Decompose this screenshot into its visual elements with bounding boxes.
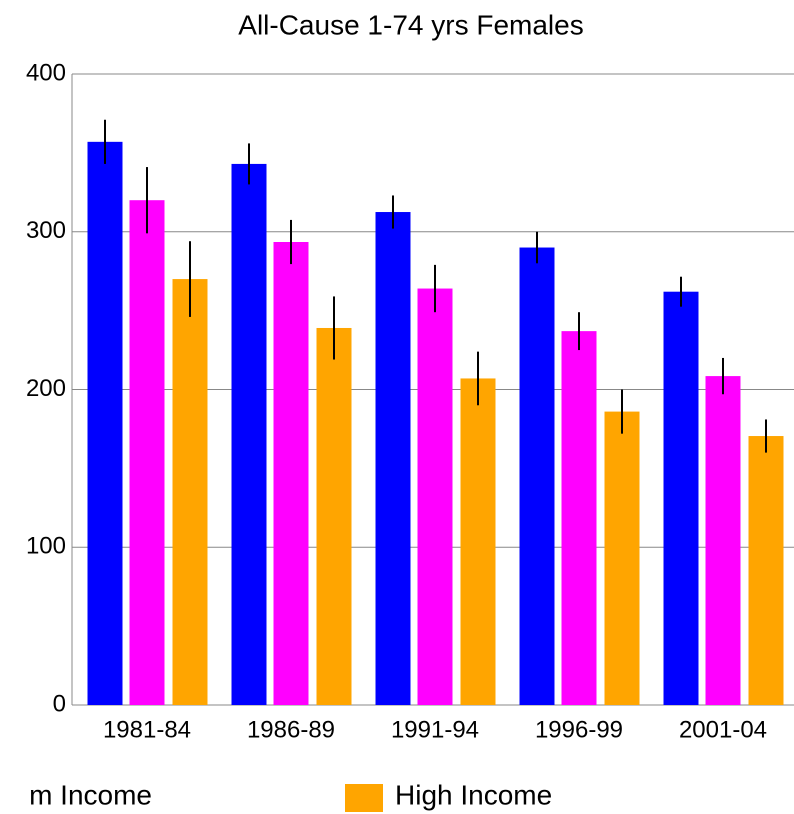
bar bbox=[87, 141, 123, 705]
x-tick-label: 2001-04 bbox=[679, 716, 767, 743]
bar bbox=[519, 247, 555, 705]
y-tick-label: 300 bbox=[26, 217, 66, 244]
chart-title: All-Cause 1-74 yrs Females bbox=[238, 9, 583, 40]
y-tick-label: 400 bbox=[26, 59, 66, 86]
bar bbox=[663, 291, 699, 705]
bar bbox=[316, 327, 352, 705]
legend-label: High Income bbox=[395, 779, 552, 810]
y-tick-label: 100 bbox=[26, 533, 66, 560]
bar bbox=[375, 212, 411, 705]
bar bbox=[231, 163, 267, 706]
legend-swatch bbox=[345, 784, 383, 812]
bar bbox=[129, 200, 165, 705]
bar bbox=[172, 279, 208, 705]
bar bbox=[561, 331, 597, 705]
x-tick-label: 1986-89 bbox=[247, 716, 335, 743]
bar bbox=[460, 378, 496, 705]
x-tick-label: 1991-94 bbox=[391, 716, 479, 743]
x-tick-label: 1981-84 bbox=[103, 716, 191, 743]
legend-label: m Income bbox=[29, 779, 152, 810]
bar bbox=[273, 242, 309, 705]
x-tick-label: 1996-99 bbox=[535, 716, 623, 743]
bar bbox=[417, 288, 453, 705]
y-tick-label: 0 bbox=[53, 690, 66, 717]
y-tick-label: 200 bbox=[26, 375, 66, 402]
bar bbox=[748, 436, 784, 705]
bar bbox=[705, 376, 741, 705]
bar bbox=[604, 411, 640, 705]
